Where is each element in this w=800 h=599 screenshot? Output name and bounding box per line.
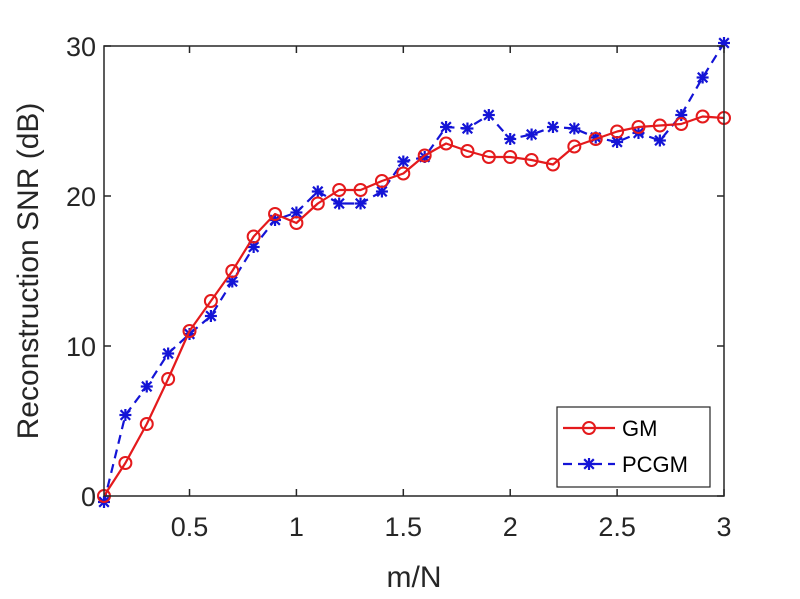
plot-frame (103, 45, 725, 497)
legend-item-gm: GM (563, 416, 657, 441)
data-point-gm (161, 372, 176, 386)
data-point-pcgm (333, 197, 346, 210)
x-tick-label: 1.5 (385, 512, 423, 542)
data-point-gm (396, 166, 411, 181)
data-point-pcgm (226, 275, 239, 288)
data-point-gm (310, 196, 325, 211)
data-point-gm (332, 183, 347, 197)
legend-gm-marker (582, 421, 596, 435)
data-point-pcgm (653, 134, 666, 147)
y-tick-label: 20 (66, 182, 96, 212)
data-point-pcgm (397, 155, 410, 168)
data-point-pcgm (525, 128, 538, 141)
data-point-gm (139, 417, 154, 431)
y-tick-labels: 0 10 20 30 (66, 32, 96, 512)
legend: GM PCGM (556, 406, 711, 488)
x-tick-label: 3 (716, 512, 731, 542)
data-point-pcgm (482, 109, 495, 121)
y-tick-label: 30 (66, 32, 96, 62)
data-point-pcgm (461, 122, 474, 135)
data-point-pcgm (119, 409, 132, 421)
data-point-pcgm (140, 380, 153, 393)
x-tick-labels: 0.5 1 1.5 2 2.5 3 (171, 512, 732, 542)
data-point-pcgm (354, 197, 367, 210)
y-tick-label: 10 (66, 332, 96, 362)
series-layer (97, 37, 731, 508)
data-point-pcgm (204, 310, 217, 322)
data-point-gm (374, 174, 389, 188)
data-point-gm (246, 229, 261, 244)
data-point-gm (674, 117, 689, 131)
x-axis-label: m/N (387, 561, 442, 594)
data-point-gm (524, 153, 539, 167)
data-point-gm (588, 132, 603, 146)
data-point-gm (225, 264, 240, 278)
legend-item-pcgm: PCGM (563, 452, 688, 477)
data-point-gm (353, 183, 368, 197)
data-point-gm (545, 157, 560, 172)
data-point-gm (118, 456, 133, 470)
data-point-gm (567, 139, 582, 154)
legend-box (556, 406, 711, 488)
y-axis-label: Reconstruction SNR (dB) (12, 103, 45, 440)
data-point-pcgm (162, 347, 175, 360)
data-point-gm (268, 207, 283, 221)
data-point-gm (481, 150, 496, 164)
data-point-pcgm (696, 71, 709, 84)
data-point-gm (610, 124, 625, 139)
legend-pcgm-label: PCGM (622, 452, 688, 477)
x-tick-label: 2.5 (598, 512, 636, 542)
data-point-pcgm (311, 185, 324, 198)
data-point-gm (631, 120, 646, 134)
data-point-gm (203, 294, 218, 308)
data-point-gm (503, 150, 518, 164)
data-point-pcgm (504, 133, 517, 145)
data-point-gm (182, 324, 197, 338)
x-tick-label: 0.5 (171, 512, 209, 542)
x-tick-label: 1 (289, 512, 304, 542)
x-tick-label: 2 (503, 512, 518, 542)
data-point-pcgm (718, 37, 730, 49)
legend-pcgm-asterisk (583, 458, 595, 470)
legend-gm-label: GM (622, 416, 657, 441)
data-point-gm (695, 109, 710, 124)
data-point-pcgm (568, 122, 581, 135)
data-point-pcgm (546, 121, 559, 133)
data-point-pcgm (440, 121, 453, 133)
data-point-gm (417, 148, 432, 163)
data-point-gm (289, 216, 304, 230)
data-point-pcgm (375, 185, 388, 198)
data-point-gm (652, 118, 667, 133)
data-point-gm (439, 136, 454, 151)
legend-pcgm-marker (583, 458, 595, 470)
y-tick-label: 0 (81, 482, 96, 512)
data-point-gm (460, 144, 475, 158)
